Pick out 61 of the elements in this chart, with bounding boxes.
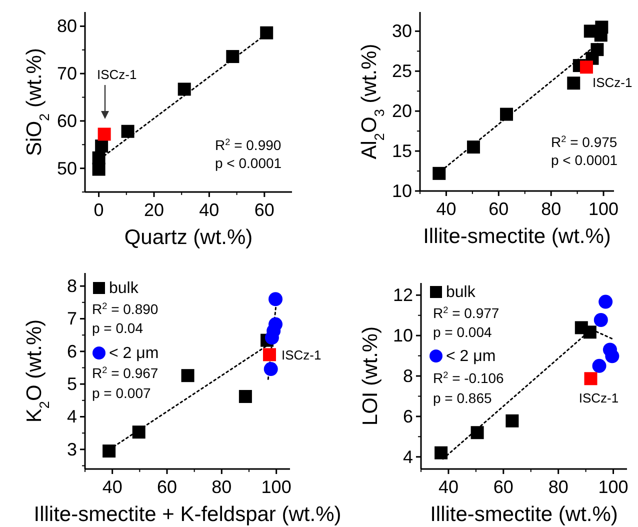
x-tick-label: 0 bbox=[94, 200, 104, 220]
annotation: p < 0.0001 bbox=[551, 152, 618, 168]
y-tick-label: 12 bbox=[392, 285, 413, 306]
x-axis-title: Illite-smectite (wt.%) bbox=[430, 503, 618, 526]
x-tick-label: 60 bbox=[254, 200, 274, 220]
x-axis-title: Illite-smectite + K-feldspar (wt.%) bbox=[34, 503, 342, 526]
y-tick-label: 8 bbox=[402, 366, 413, 386]
x-tick-label: 60 bbox=[488, 199, 509, 219]
y-tick-label: 15 bbox=[392, 141, 412, 162]
y-tick-label: 4 bbox=[402, 446, 413, 467]
legend-label: bulk bbox=[109, 280, 140, 297]
x-tick-label: 40 bbox=[199, 200, 220, 220]
y-tick-label: 60 bbox=[56, 110, 77, 131]
annotation: R$^{2}$ = 0.890 bbox=[92, 301, 158, 317]
x-tick-label: 100 bbox=[261, 477, 292, 497]
annotation: ISCz-1 bbox=[578, 390, 619, 406]
annotation: p = 0.007 bbox=[92, 385, 151, 401]
x-tick-label: 80 bbox=[548, 477, 568, 497]
x-tick-label: 100 bbox=[598, 477, 628, 497]
legend-label: < 2 μm bbox=[446, 348, 496, 365]
y-tick-label: 10 bbox=[392, 181, 412, 201]
x-tick-label: 40 bbox=[436, 199, 456, 219]
annotation: p = 0.004 bbox=[433, 324, 492, 340]
y-tick-label: 6 bbox=[66, 341, 77, 362]
x-tick-label: 40 bbox=[102, 477, 122, 497]
x-tick-label: 60 bbox=[156, 477, 178, 497]
y-tick-label: 5 bbox=[66, 374, 77, 394]
legend-label: bulk bbox=[446, 284, 476, 301]
y-tick-label: 30 bbox=[392, 21, 412, 42]
annotation: p = 0.865 bbox=[433, 390, 492, 406]
y-axis-title: LOI (wt.%) bbox=[359, 326, 382, 426]
annotation: R$^{2}$ = 0.977 bbox=[433, 305, 500, 321]
x-tick-label: 80 bbox=[541, 199, 562, 219]
y-tick-label: 6 bbox=[402, 406, 413, 426]
annotation: ISCz-1 bbox=[592, 75, 632, 90]
y-tick-label: 8 bbox=[66, 276, 77, 296]
x-tick-label: 100 bbox=[588, 199, 619, 219]
annotation: p = 0.04 bbox=[92, 320, 144, 336]
annotation: R$^{2}$ = -0.106 bbox=[433, 370, 504, 386]
annotation: R$^{2}$ = 0.990 bbox=[215, 137, 282, 153]
x-tick-label: 80 bbox=[212, 477, 232, 497]
y-tick-label: 20 bbox=[392, 101, 412, 122]
x-tick-label: 60 bbox=[493, 477, 514, 497]
y-tick-label: 3 bbox=[66, 439, 77, 460]
x-tick-label: 20 bbox=[144, 200, 164, 220]
annotation: R$^{2}$ = 0.975 bbox=[551, 134, 618, 150]
y-tick-label: 50 bbox=[56, 158, 77, 178]
annotation: ISCz-1 bbox=[282, 348, 322, 363]
annotation: p < 0.0001 bbox=[215, 155, 282, 171]
y-tick-label: 4 bbox=[66, 406, 77, 427]
x-axis-title: Illite-smectite (wt.%) bbox=[423, 225, 611, 248]
x-axis-title: Quartz (wt.%) bbox=[124, 226, 253, 249]
x-tick-label: 40 bbox=[438, 477, 458, 497]
annotation: R$^{2}$ = 0.967 bbox=[92, 365, 158, 381]
y-tick-label: 25 bbox=[392, 61, 412, 82]
legend-label: < 2 μm bbox=[109, 345, 159, 362]
annotation: ISCz-1 bbox=[97, 67, 137, 82]
y-tick-label: 10 bbox=[392, 326, 413, 346]
y-tick-label: 70 bbox=[56, 64, 77, 84]
y-tick-label: 7 bbox=[66, 308, 77, 329]
y-tick-label: 80 bbox=[56, 16, 77, 36]
